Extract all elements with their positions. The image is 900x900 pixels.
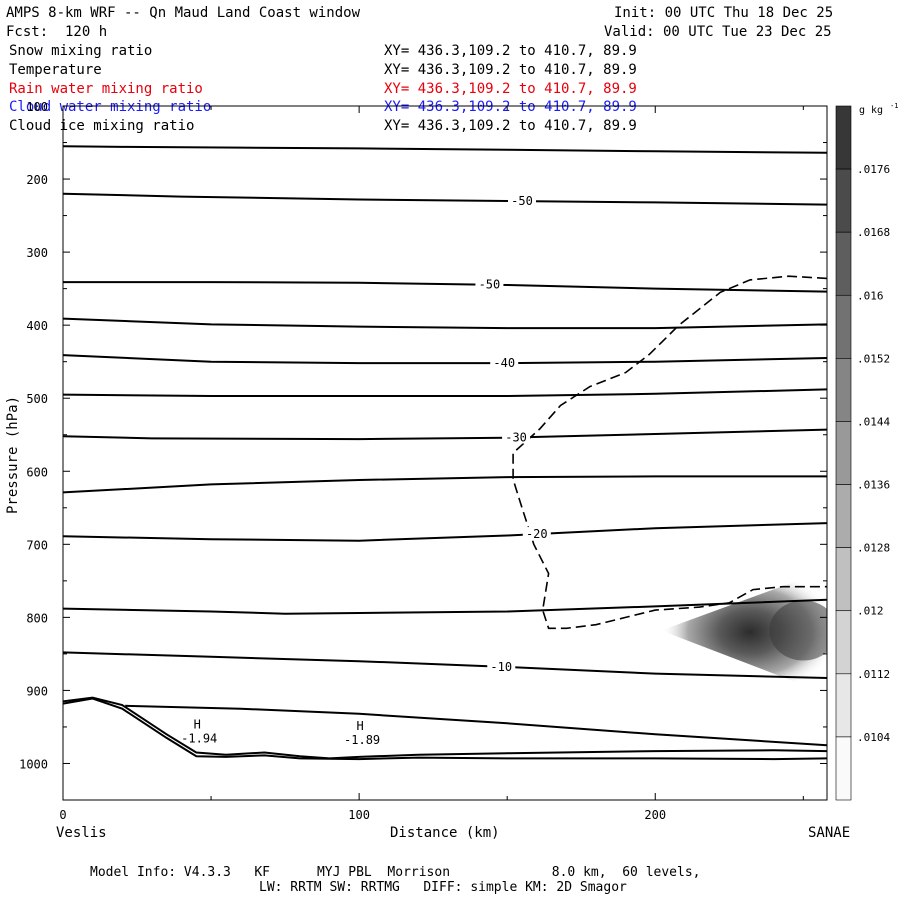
- isotherm-label: -50: [511, 194, 533, 208]
- x-axis-label: Distance (km): [390, 825, 500, 841]
- isotherm-line: [63, 522, 827, 542]
- colorbar-unit: g kg: [859, 105, 883, 116]
- colorbar-swatch: [835, 610, 852, 675]
- colorbar-swatch: [835, 736, 852, 801]
- isotherm-line: [125, 704, 827, 747]
- y-tick-label: 600: [26, 465, 48, 479]
- isotherm-line: [63, 145, 827, 154]
- model-info-line2: LW: RRTM SW: RRTMG DIFF: simple KM: 2D S…: [259, 880, 627, 895]
- y-axis-label: Pressure (hPa): [5, 395, 21, 515]
- colorbar-swatch: [835, 484, 852, 548]
- high-value: -1.94: [181, 732, 217, 746]
- field-xy-snow: XY= 436.3,109.2 to 410.7, 89.9: [384, 43, 637, 59]
- isotherm-label: -20: [526, 527, 548, 541]
- x-tick-label: 0: [59, 808, 66, 822]
- high-marker: H: [194, 718, 201, 732]
- y-tick-label: 400: [26, 319, 48, 333]
- y-tick-label: 700: [26, 538, 48, 552]
- colorbar-label: .016: [857, 289, 884, 302]
- isotherm-label-bg: [522, 527, 551, 541]
- y-tick-label: 500: [26, 392, 48, 406]
- colorbar-label: .0136: [857, 479, 890, 492]
- isotherm-line: [63, 281, 827, 293]
- cloud-ice-contour: [512, 275, 827, 630]
- y-tick-label: 900: [26, 684, 48, 698]
- colorbar-label: .0168: [857, 226, 890, 239]
- y-tick-label: 100: [26, 100, 48, 114]
- field-name-snow: Snow mixing ratio: [9, 43, 153, 59]
- y-tick-label: 800: [26, 611, 48, 625]
- y-tick-label: 300: [26, 246, 48, 260]
- x-tick-label: 100: [348, 808, 370, 822]
- field-name-rain: Rain water mixing ratio: [9, 81, 203, 97]
- y-tick-label: 1000: [19, 757, 48, 771]
- rain-water-core: [769, 600, 827, 661]
- isotherm-label-bg: [490, 356, 519, 370]
- colorbar-unit-exponent: -1: [890, 102, 898, 110]
- colorbar-label: .0112: [857, 668, 890, 681]
- isotherm-line: [63, 428, 827, 441]
- colorbar-swatch: [835, 358, 852, 422]
- y-tick-label: 200: [26, 173, 48, 187]
- colorbar-swatch: [835, 294, 852, 359]
- field-xy-temperature: XY= 436.3,109.2 to 410.7, 89.9: [384, 62, 637, 78]
- x-endpoint-right: SANAE: [808, 825, 851, 841]
- field-name-cloud-water: Cloud water mixing ratio: [9, 99, 212, 115]
- high-marker: H: [356, 719, 363, 733]
- isotherm-label-bg: [475, 277, 504, 291]
- isotherm-line: [63, 696, 827, 760]
- colorbar-swatch: [835, 231, 852, 296]
- colorbar-swatch: [835, 168, 852, 233]
- high-value: -1.89: [344, 733, 380, 747]
- x-endpoint-left: Veslis: [56, 825, 107, 841]
- isotherm-label: -30: [505, 430, 527, 444]
- isotherm-label-bg: [487, 659, 516, 673]
- model-info-line1: Model Info: V4.3.3 KF MYJ PBL Morrison 8…: [90, 865, 701, 880]
- isotherm-line: [63, 651, 827, 679]
- field-xy-cloud-ice: XY= 436.3,109.2 to 410.7, 89.9: [384, 118, 637, 134]
- colorbar-label: .0144: [857, 415, 890, 428]
- isotherm-line: [63, 697, 827, 761]
- isotherm-line: [63, 317, 827, 330]
- isotherm-label: -10: [490, 660, 512, 674]
- isotherm-line: [63, 192, 827, 206]
- colorbar-swatch: [835, 547, 852, 612]
- colorbar-label: .0152: [857, 352, 890, 365]
- field-xy-rain: XY= 436.3,109.2 to 410.7, 89.9: [384, 81, 637, 97]
- isotherm-line: [63, 354, 827, 365]
- field-name-cloud-ice: Cloud ice mixing ratio: [9, 118, 195, 134]
- colorbar-label: .0128: [857, 542, 890, 555]
- x-tick-label: 200: [644, 808, 666, 822]
- init-time: Init: 00 UTC Thu 18 Dec 25: [614, 5, 834, 21]
- valid-time: Valid: 00 UTC Tue 23 Dec 25: [604, 24, 832, 40]
- isotherm-line: [63, 598, 827, 615]
- figure-title: AMPS 8-km WRF -- Qn Maud Land Coast wind…: [6, 5, 361, 21]
- isotherm-label: -40: [493, 356, 515, 370]
- isotherm-line: [63, 388, 827, 397]
- forecast-hour: Fcst: 120 h: [6, 24, 108, 40]
- isotherm-label: -50: [479, 278, 501, 292]
- colorbar-label: .012: [857, 605, 884, 618]
- colorbar-label: .0104: [857, 731, 890, 744]
- colorbar-swatch: [835, 105, 852, 170]
- isotherm-label-bg: [502, 430, 531, 444]
- field-xy-cloud-water: XY= 436.3,109.2 to 410.7, 89.9: [384, 99, 637, 115]
- colorbar-swatch: [835, 673, 852, 738]
- colorbar-swatch: [835, 421, 852, 485]
- plot-frame: [62, 105, 828, 801]
- isotherm-label-bg: [507, 194, 536, 208]
- colorbar-label: .0176: [857, 163, 890, 176]
- field-name-temperature: Temperature: [9, 62, 102, 78]
- isotherm-line: [63, 475, 827, 494]
